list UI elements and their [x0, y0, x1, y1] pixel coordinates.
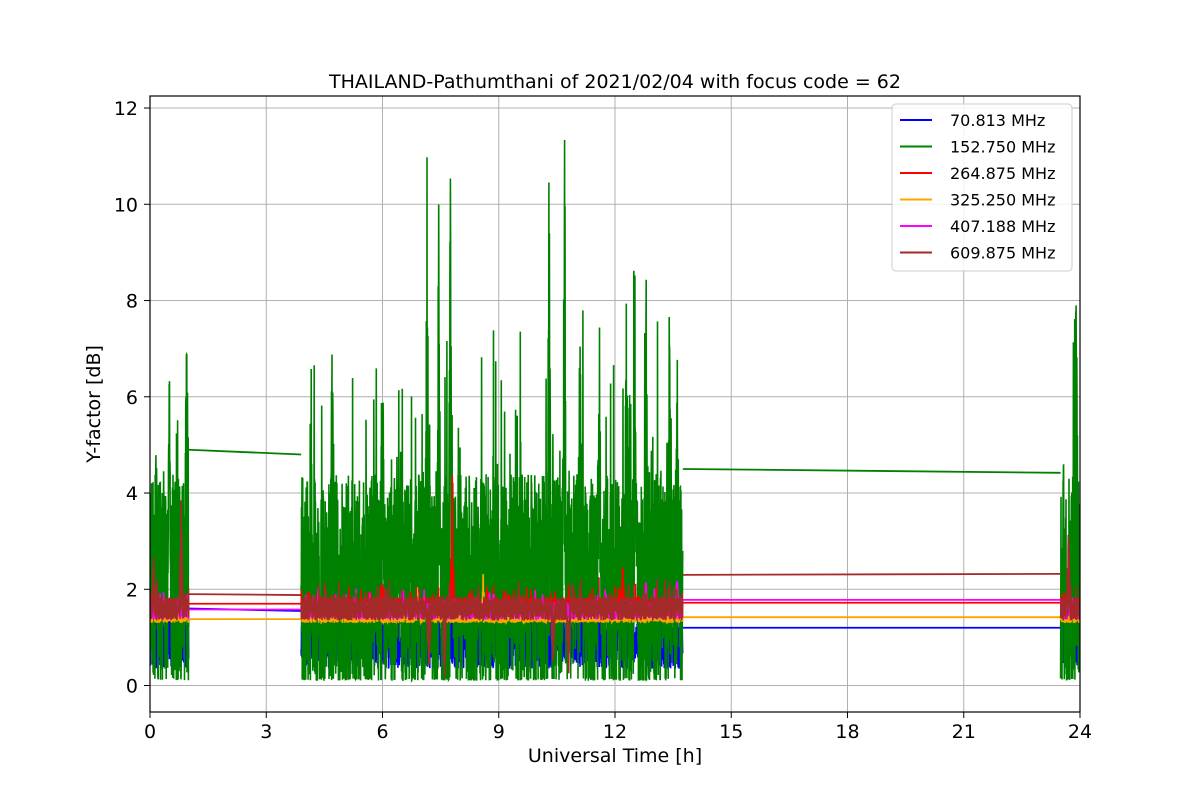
x-tick-label: 0: [144, 721, 156, 743]
x-tick-label: 24: [1068, 721, 1092, 743]
y-tick-label: 8: [126, 291, 138, 313]
series-6-gap-line: [682, 572, 1061, 576]
y-tick-label: 4: [126, 483, 138, 505]
series-2-gap-line: [188, 448, 302, 456]
series-6-segment: [1059, 534, 1080, 621]
y-axis-label: Y-factor [dB]: [83, 345, 105, 464]
x-tick-label: 21: [952, 721, 976, 743]
series-6-gap-line: [188, 593, 302, 596]
series-2-segment: [150, 352, 190, 681]
legend-label: 152.750 MHz: [950, 138, 1055, 157]
series-6-segment: [300, 577, 684, 678]
x-tick-label: 3: [260, 721, 272, 743]
y-tick-label: 10: [114, 194, 138, 216]
x-tick-label: 6: [376, 721, 388, 743]
x-axis-label: Universal Time [h]: [528, 745, 702, 767]
legend-label: 609.875 MHz: [950, 244, 1055, 263]
x-tick-label: 15: [719, 721, 743, 743]
legend-label: 70.813 MHz: [950, 111, 1045, 130]
legend-box: [891, 103, 1073, 272]
legend-label: 325.250 MHz: [950, 191, 1055, 210]
legend-label: 264.875 MHz: [950, 164, 1055, 183]
y-tick-label: 2: [126, 579, 138, 601]
x-tick-label: 9: [493, 721, 505, 743]
series-6-segment: [150, 500, 190, 622]
series-6-line: [150, 500, 1080, 678]
y-tick-label: 12: [114, 98, 138, 120]
series-layer: [150, 139, 1080, 683]
y-tick-label: 6: [126, 387, 138, 409]
chart-title: THAILAND-Pathumthani of 2021/02/04 with …: [328, 71, 901, 93]
x-tick-label: 18: [835, 721, 859, 743]
legend-label: 407.188 MHz: [950, 217, 1055, 236]
series-2-segment: [1059, 305, 1080, 681]
series-2-gap-line: [682, 468, 1061, 474]
legend: 70.813 MHz 152.750 MHz 264.875 MHz 325.250 …: [891, 103, 1073, 272]
x-tick-label: 12: [603, 721, 627, 743]
y-tick-label: 0: [126, 676, 138, 698]
